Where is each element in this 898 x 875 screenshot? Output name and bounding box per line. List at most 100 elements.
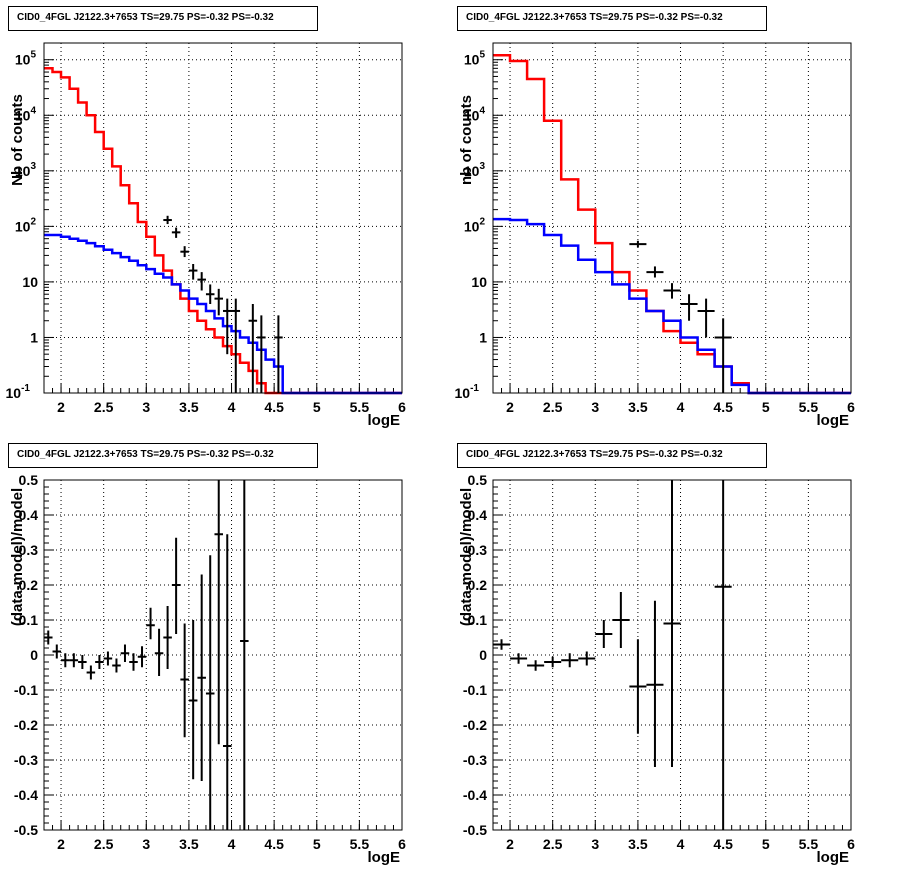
plot-frame [492,479,852,831]
y-tick-label: 10 [471,274,487,290]
x-tick-label: 3 [142,399,150,415]
y-tick-exponent: 4 [30,105,36,116]
x-axis-label: logE [817,412,850,429]
y-tick-label: 102 [464,216,486,234]
x-tick-label: 3.5 [179,836,199,852]
y-tick-exponent: 2 [479,216,485,227]
x-tick-label: 3.5 [179,399,199,415]
y-tick-exponent: -1 [21,383,30,394]
x-tick-label: 4.5 [264,399,284,415]
y-tick-label: -0.1 [463,682,487,698]
y-tick-exponent: 4 [479,105,485,116]
x-tick-label: 5 [762,399,770,415]
chart-residual-left: logE (data-model)/model 2 2.5 3 3.5 4 4.5 5 5.5… [9,472,406,866]
x-tick-label: 3 [142,836,150,852]
x-tick-label: 3 [591,399,599,415]
y-tick-label: 0.4 [19,507,39,523]
y-tick-label: 105 [464,50,486,68]
x-tick-label: 5 [313,399,321,415]
panel-title: CID0_4FGL J2122.3+7653 TS=29.75 PS=-0.32… [457,6,767,31]
x-tick-label: 6 [398,399,406,415]
y-tick-label: 105 [15,50,37,68]
panel-residual-right: CID0_4FGL J2122.3+7653 TS=29.75 PS=-0.32… [449,437,898,875]
y-tick-label: -0.3 [463,752,487,768]
panel-title: CID0_4FGL J2122.3+7653 TS=29.75 PS=-0.32… [457,443,767,468]
chart-counts-left: logE Nb of counts 2 2.5 3 3.5 4 4.5 5 5.5 610-11… [6,42,406,429]
panel-residual-left: CID0_4FGL J2122.3+7653 TS=29.75 PS=-0.32… [0,437,449,875]
x-tick-label: 5.5 [350,836,370,852]
x-tick-label: 3 [591,836,599,852]
y-tick-label: 0.3 [19,542,39,558]
y-tick-label: -0.5 [14,822,38,838]
y-tick-label: 102 [15,216,37,234]
y-tick-label: 0 [30,647,38,663]
panel-title: CID0_4FGL J2122.3+7653 TS=29.75 PS=-0.32… [8,443,318,468]
y-tick-label: 104 [464,105,486,123]
y-tick-label: -0.1 [14,682,38,698]
x-axis-label: logE [368,849,401,866]
x-axis-label: logE [368,412,401,429]
x-tick-label: 4.5 [713,399,733,415]
y-tick-label: 10 [22,274,38,290]
y-tick-label: 1 [479,329,487,345]
y-tick-label: -0.3 [14,752,38,768]
y-tick-label: 1 [30,329,38,345]
y-tick-label: 104 [15,105,37,123]
x-tick-label: 2.5 [543,399,563,415]
model-total-histogram [493,54,851,395]
y-tick-label: 0.2 [468,577,488,593]
model-background-histogram [44,233,402,395]
y-tick-label: 0.5 [468,472,488,488]
y-tick-label: 0.1 [468,612,488,628]
y-tick-label: -0.4 [463,787,487,803]
model-total-histogram [44,67,402,395]
y-tick-label: 0.1 [19,612,39,628]
x-tick-label: 2 [57,399,65,415]
x-tick-label: 2 [506,836,514,852]
x-tick-label: 5.5 [799,399,819,415]
y-tick-label: -0.2 [14,717,38,733]
x-tick-label: 2 [506,399,514,415]
y-axis-label: nb of counts [458,95,475,185]
y-tick-exponent: 3 [30,161,36,172]
x-tick-label: 6 [847,836,855,852]
x-tick-label: 3.5 [628,399,648,415]
x-tick-label: 4 [228,836,236,852]
x-tick-label: 3.5 [628,836,648,852]
y-tick-exponent: 3 [479,161,485,172]
y-tick-label: -0.5 [463,822,487,838]
panel-counts-left: CID0_4FGL J2122.3+7653 TS=29.75 PS=-0.32… [0,0,449,437]
y-tick-label: 10-1 [6,383,31,401]
y-axis-label: (data-model)/model [9,488,26,626]
x-axis-label: logE [817,849,850,866]
y-tick-exponent: 5 [479,50,485,61]
plot-frame [492,42,852,394]
x-tick-label: 6 [398,836,406,852]
x-tick-label: 2.5 [94,399,114,415]
y-tick-exponent: 2 [30,216,36,227]
y-tick-label: 0.2 [19,577,39,593]
x-tick-label: 2.5 [543,836,563,852]
y-tick-label: 103 [464,161,486,179]
y-tick-exponent: 5 [30,50,36,61]
chart-counts-right: logE nb of counts 2 2.5 3 3.5 4 4.5 5 5.5 610-11… [455,42,855,429]
y-tick-label: 0.3 [468,542,488,558]
x-tick-label: 4 [228,399,236,415]
model-background-histogram [493,217,851,395]
x-tick-label: 4.5 [264,836,284,852]
y-tick-label: -0.4 [14,787,38,803]
y-tick-label: -0.2 [463,717,487,733]
plot-frame [43,479,403,831]
y-tick-label: 103 [15,161,37,179]
x-tick-label: 5.5 [799,836,819,852]
x-tick-label: 5.5 [350,399,370,415]
chart-residual-right: logE (data-model)/model 2 2.5 3 3.5 4 4.5 5 5.5… [458,472,855,866]
x-tick-label: 4 [677,399,685,415]
y-tick-label: 0 [479,647,487,663]
y-tick-label: 0.5 [19,472,39,488]
y-axis-label: Nb of counts [9,94,26,186]
x-tick-label: 5 [313,836,321,852]
y-tick-label: 10-1 [455,383,480,401]
panel-counts-right: CID0_4FGL J2122.3+7653 TS=29.75 PS=-0.32… [449,0,898,437]
panel-title: CID0_4FGL J2122.3+7653 TS=29.75 PS=-0.32… [8,6,318,31]
